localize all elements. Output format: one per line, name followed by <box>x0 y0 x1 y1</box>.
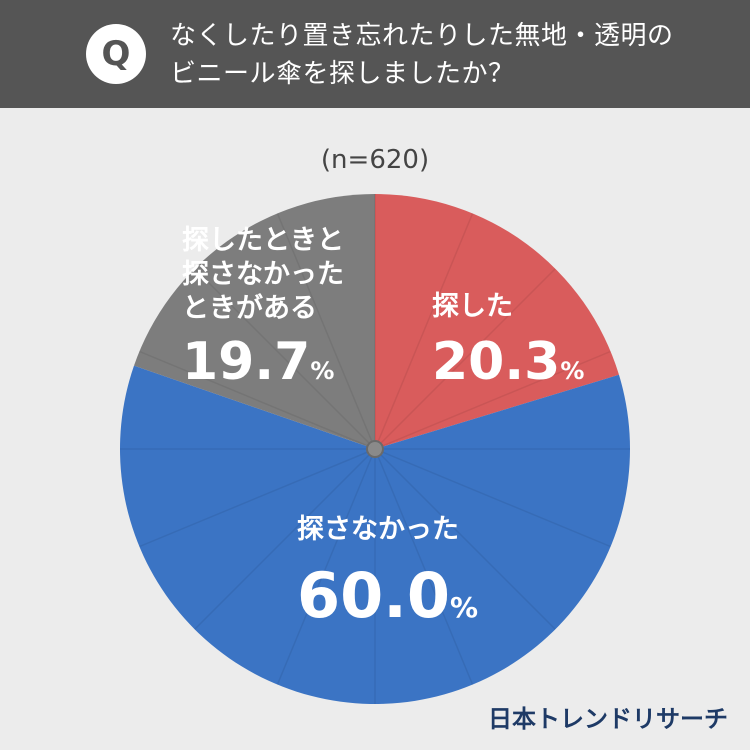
pie-slice-both <box>134 193 375 449</box>
label-both: 探したときと 探さなかった ときがある 19.7% <box>182 224 344 392</box>
question-header: Q なくしたり置き忘れたりした無地・透明の ビニール傘を探しましたか？ <box>0 0 750 108</box>
label-searched-percent: % <box>560 357 585 385</box>
label-both-percent: % <box>310 357 335 385</box>
pie-slice-searched <box>375 194 619 449</box>
label-both-line-3: ときがある <box>182 293 317 324</box>
pie-slice-not-searched <box>119 365 630 705</box>
umbrella-rib <box>374 448 474 685</box>
label-not-searched-percent: % <box>449 591 479 624</box>
label-both-line-2: 探さなかった <box>182 259 344 290</box>
label-not-searched-text: 探さなかった <box>297 514 459 545</box>
umbrella-hub <box>366 440 384 458</box>
label-both-value: 19.7 <box>182 332 311 392</box>
label-searched-value: 20.3 <box>432 332 561 392</box>
label-searched: 探した 20.3% <box>432 290 584 392</box>
question-line-2: ビニール傘を探しましたか？ <box>170 59 515 89</box>
umbrella-rib <box>139 350 376 450</box>
label-both-line-1: 探したときと <box>182 225 344 256</box>
sample-size: (n=620) <box>320 145 430 175</box>
umbrella-rib <box>374 448 611 548</box>
umbrella-rib <box>194 268 376 450</box>
question-text: なくしたり置き忘れたりした無地・透明の ビニール傘を探しましたか？ <box>170 17 730 93</box>
umbrella-rib <box>374 213 474 450</box>
umbrella-rib <box>374 448 556 630</box>
umbrella-rib <box>374 350 611 450</box>
label-not-searched: 探さなかった 60.0% <box>297 513 478 632</box>
label-searched-text: 探した <box>432 291 513 322</box>
umbrella-rib <box>276 213 376 450</box>
question-badge: Q <box>86 24 146 84</box>
umbrella-rib <box>194 448 376 630</box>
umbrella-rib <box>139 448 376 548</box>
label-not-searched-value: 60.0 <box>297 559 450 632</box>
umbrella-rib <box>374 268 556 450</box>
umbrella-rib <box>276 448 376 685</box>
question-line-1: なくしたり置き忘れたりした無地・透明の <box>170 21 674 51</box>
brand-logo: 日本トレンドリサーチ <box>488 705 728 733</box>
